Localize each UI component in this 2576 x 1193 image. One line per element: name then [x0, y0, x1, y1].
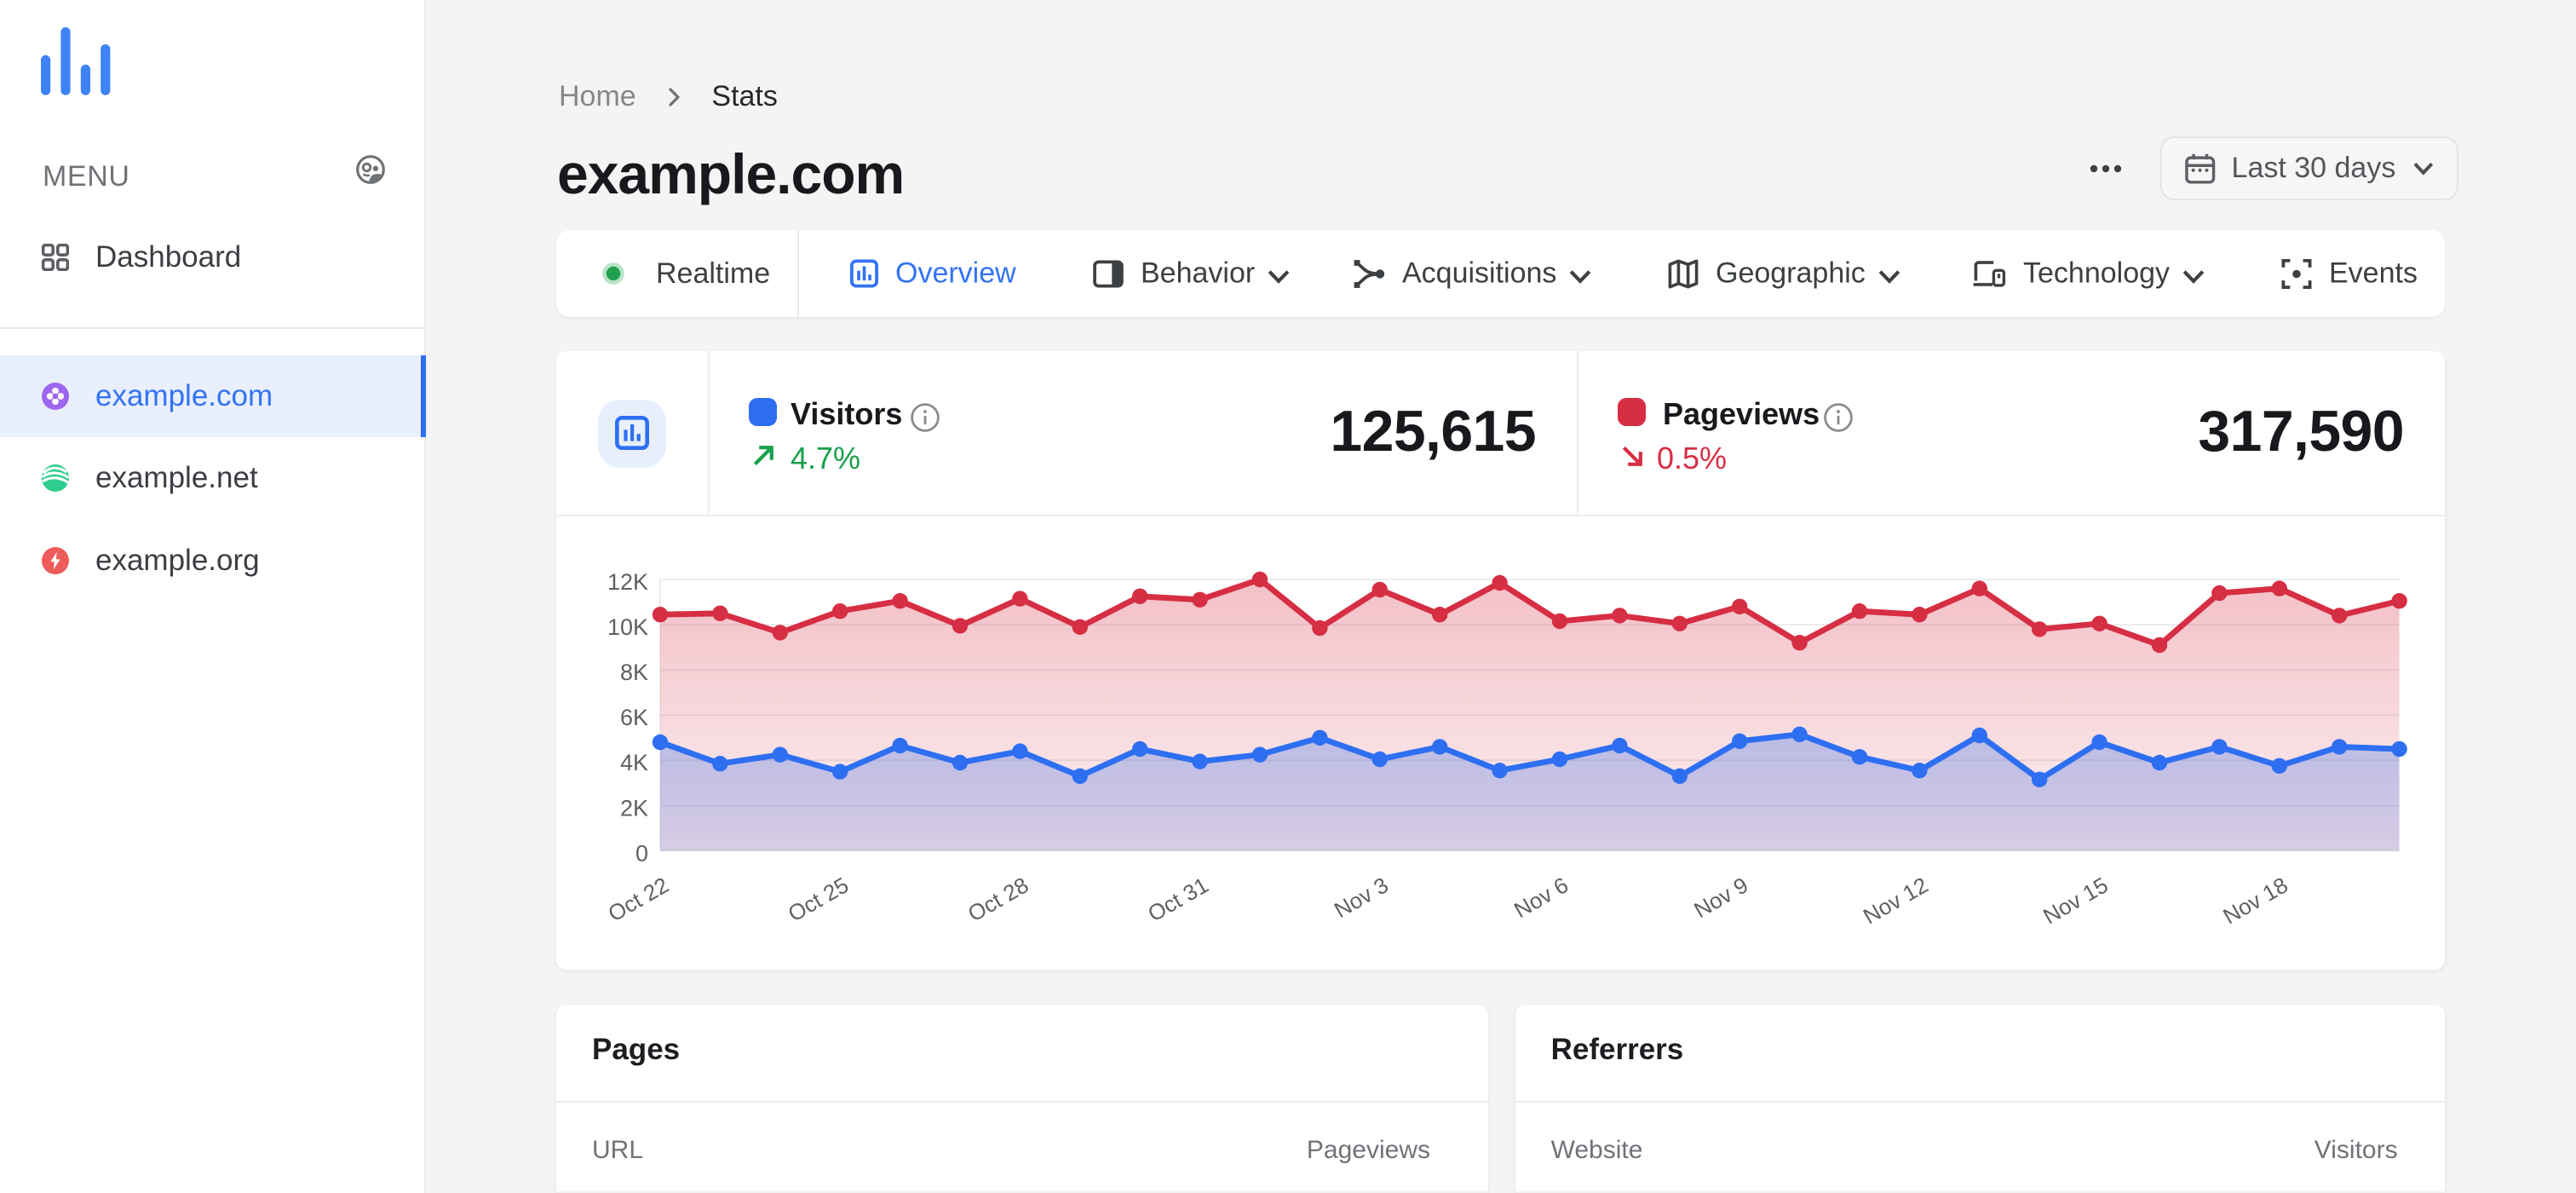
svg-text:4K: 4K [620, 750, 648, 775]
svg-text:Nov 9: Nov 9 [1689, 872, 1752, 923]
svg-text:8K: 8K [620, 660, 648, 685]
svg-text:0: 0 [635, 840, 648, 866]
svg-text:Oct 31: Oct 31 [1143, 872, 1212, 926]
svg-text:Oct 25: Oct 25 [784, 872, 853, 926]
svg-text:Oct 28: Oct 28 [963, 872, 1032, 926]
svg-text:Nov 15: Nov 15 [2038, 872, 2112, 929]
svg-text:2K: 2K [620, 795, 648, 821]
svg-text:Nov 18: Nov 18 [2218, 872, 2291, 929]
svg-text:12K: 12K [607, 569, 648, 595]
svg-text:Nov 6: Nov 6 [1509, 872, 1573, 923]
svg-text:6K: 6K [620, 705, 648, 730]
svg-text:Nov 12: Nov 12 [1859, 872, 1932, 929]
svg-text:Oct 22: Oct 22 [604, 872, 673, 926]
svg-text:Nov 3: Nov 3 [1330, 872, 1393, 923]
svg-text:10K: 10K [607, 614, 648, 640]
